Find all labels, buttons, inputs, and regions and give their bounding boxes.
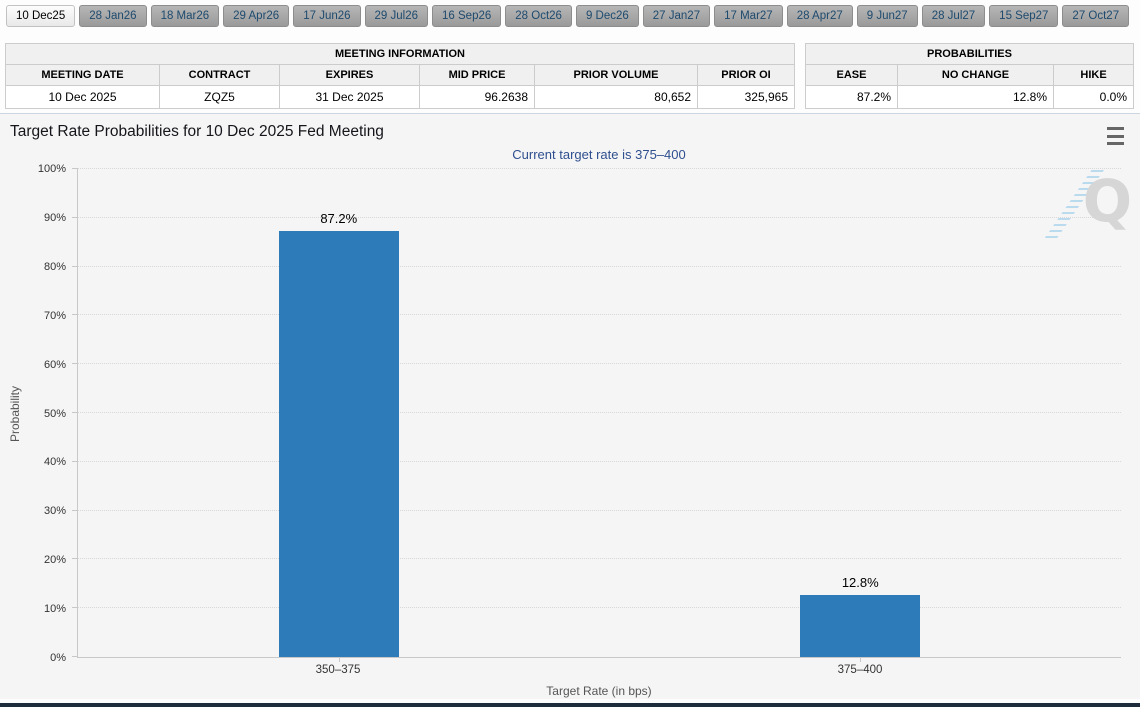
tab-9-jun27[interactable]: 9 Jun27 (856, 5, 918, 27)
bar-375-400[interactable] (800, 594, 921, 657)
chart-subtitle: Current target rate is 375–400 (512, 147, 686, 162)
bar-350-375[interactable] (278, 231, 399, 657)
meeting-info-column-1: CONTRACT (159, 64, 280, 86)
probabilities-header-row: EASE NO CHANGE HIKE (805, 64, 1135, 86)
probabilities-column-0: EASE (805, 64, 898, 86)
y-axis-tick (72, 509, 78, 511)
tab-28-apr27[interactable]: 28 Apr27 (786, 5, 853, 27)
meeting-date-tabbar: 10 Dec25 28 Jan26 18 Mar26 29 Apr26 17 Jun26… (0, 0, 1140, 27)
meeting-info-value-4: 80,652 (534, 85, 698, 109)
tab-17-mar27[interactable]: 17 Mar27 (714, 5, 783, 27)
tab-18-mar26[interactable]: 18 Mar26 (150, 5, 220, 27)
gridline-90 (78, 216, 1121, 218)
tab-10-dec25[interactable]: 10 Dec25 (6, 5, 76, 27)
bar-value-label-375-400: 12.8% (841, 574, 879, 590)
y-axis-label-0: 0% (50, 652, 66, 664)
tab-28-jan26[interactable]: 28 Jan26 (79, 5, 147, 27)
plot-area: 87.2% 12.8% (72, 168, 1121, 662)
gridline-100 (78, 168, 1121, 169)
tab-27-oct27[interactable]: 27 Oct27 (1062, 5, 1130, 27)
meeting-info-column-4: PRIOR VOLUME (534, 64, 698, 86)
probabilities-value-0: 87.2% (805, 85, 898, 109)
meeting-info-value-3: 96.2638 (419, 85, 535, 109)
y-axis-tick (72, 216, 78, 218)
meeting-info-column-3: MID PRICE (419, 64, 535, 86)
y-axis-label-90: 90% (43, 211, 66, 224)
x-axis-title: Target Rate (in bps) (546, 684, 652, 698)
y-axis-label-20: 20% (43, 554, 66, 567)
tab-16-sep26[interactable]: 16 Sep26 (432, 5, 502, 27)
y-axis-label-100: 100% (37, 163, 66, 175)
gridline-40 (78, 460, 1121, 462)
x-axis-tick (338, 658, 340, 662)
bottom-window-edge (0, 703, 1140, 707)
info-tables-row: MEETING INFORMATION MEETING DATE CONTRACT… (0, 43, 1140, 109)
y-axis-tick (72, 363, 78, 365)
y-axis-label-80: 80% (43, 260, 66, 273)
probabilities-column-1: NO CHANGE (897, 64, 1054, 86)
y-axis-label-60: 60% (43, 358, 66, 371)
gridline-60 (78, 363, 1121, 365)
y-axis-label-40: 40% (43, 456, 66, 469)
probabilities-table: PROBABILITIES EASE NO CHANGE HIKE 87.2% 12.… (804, 43, 1135, 109)
x-axis-tick (860, 658, 862, 662)
y-axis-tick (72, 412, 78, 413)
y-axis-label-70: 70% (43, 309, 66, 322)
meeting-information-title-row: MEETING INFORMATION (5, 43, 795, 65)
meeting-info-column-5: PRIOR OI (697, 64, 795, 86)
tab-17-jun26[interactable]: 17 Jun26 (293, 5, 361, 27)
bar-value-label-350-375: 87.2% (320, 211, 358, 227)
tab-27-jan27[interactable]: 27 Jan27 (642, 5, 711, 27)
probabilities-title-row: PROBABILITIES (804, 43, 1135, 65)
gridline-50 (78, 412, 1121, 413)
meeting-information-table: MEETING INFORMATION MEETING DATE CONTRACT… (5, 43, 795, 109)
x-axis-labels: 350–375 375–400 (77, 664, 1121, 680)
tab-29-apr26[interactable]: 29 Apr26 (223, 5, 290, 27)
meeting-info-column-2: EXPIRES (279, 64, 420, 86)
meeting-information-value-row: 10 Dec 2025 ZQZ5 31 Dec 2025 96.2638 80,652 3… (5, 85, 795, 109)
chart-panel: Target Rate Probabilities for 10 Dec 202… (0, 113, 1140, 699)
y-axis-label-30: 30% (43, 505, 66, 518)
chart-title: Target Rate Probabilities for 10 Dec 202… (10, 123, 384, 140)
probabilities-value-2: 0.0% (1052, 85, 1135, 109)
tab-28-jul27[interactable]: 28 Jul27 (921, 5, 986, 27)
y-axis-labels: 0% 10% 20% 30% 40% 50% 60% 70% 80% 90% 100% (0, 163, 66, 664)
meeting-info-column-0: MEETING DATE (5, 64, 160, 86)
tab-15-sep27[interactable]: 15 Sep27 (989, 5, 1059, 27)
y-axis-tick (72, 558, 78, 560)
probabilities-value-row: 87.2% 12.8% 0.0% (805, 85, 1135, 109)
gridline-30 (78, 509, 1121, 511)
y-axis-label-10: 10% (43, 603, 66, 616)
probabilities-title: PROBABILITIES (804, 43, 1135, 65)
chart-context-menu-button[interactable] (1104, 126, 1128, 146)
meeting-information-title: MEETING INFORMATION (5, 43, 795, 65)
gridline-80 (78, 265, 1121, 267)
meeting-info-value-5: 325,965 (697, 85, 795, 109)
y-axis-tick (72, 656, 78, 657)
y-axis-tick (72, 314, 78, 316)
probabilities-value-1: 12.8% (897, 85, 1054, 109)
y-axis-tick (72, 460, 78, 462)
gridline-70 (78, 314, 1121, 316)
gridline-20 (78, 558, 1121, 560)
x-axis-label-375-400: 375–400 (837, 664, 883, 676)
y-axis-label-50: 50% (43, 407, 66, 420)
tab-9-dec26[interactable]: 9 Dec26 (575, 5, 639, 27)
gridline-10 (78, 607, 1121, 609)
meeting-info-value-2: 31 Dec 2025 (279, 85, 420, 109)
tab-28-oct26[interactable]: 28 Oct26 (505, 5, 572, 27)
y-axis-tick (72, 607, 78, 609)
meeting-info-value-1: ZQZ5 (159, 85, 280, 109)
meeting-info-value-0: 10 Dec 2025 (5, 85, 160, 109)
meeting-information-header-row: MEETING DATE CONTRACT EXPIRES MID PRICE PRIO… (5, 64, 795, 86)
probabilities-column-2: HIKE (1052, 64, 1135, 86)
tab-29-jul26[interactable]: 29 Jul26 (364, 5, 429, 27)
x-axis-label-350-375: 350–375 (315, 664, 361, 676)
y-axis-tick (72, 265, 78, 267)
y-axis-tick (72, 168, 78, 169)
